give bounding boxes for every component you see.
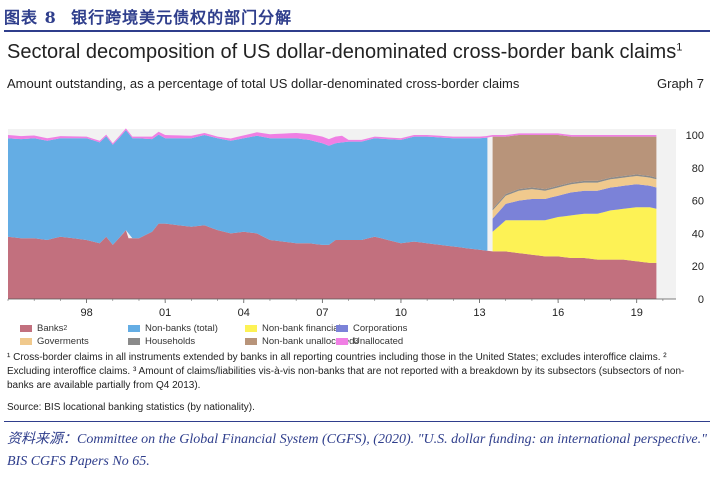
legend-label: Goverments	[37, 336, 89, 347]
legend-swatch	[20, 325, 32, 332]
x-tick-label: 01	[159, 307, 171, 318]
y-tick-label: 0	[698, 294, 704, 306]
legend-swatch	[128, 338, 140, 345]
legend-item-corporations: Corporations	[336, 323, 407, 334]
chart-title: Sectoral decomposition of US dollar-deno…	[7, 41, 683, 63]
legend-item-banks: Banks 2	[20, 323, 67, 334]
legend-swatch	[336, 338, 348, 345]
figure-title: 银行跨境美元债权的部门分解	[71, 8, 293, 27]
x-tick-label: 10	[395, 307, 407, 318]
y-tick-label: 20	[692, 261, 704, 273]
y-tick-label: 60	[692, 196, 704, 208]
series-area-corporations	[492, 184, 657, 232]
chart-title-footnote-mark: 1	[676, 41, 683, 54]
series-area-banks	[8, 223, 657, 299]
legend-label: Households	[145, 336, 196, 347]
chart-plot: 0 20 40 60 80 100 98 01 04 07 10 13 16 19	[7, 128, 704, 318]
x-tick-label: 98	[80, 307, 92, 318]
series-area-unallocated	[8, 128, 657, 146]
series-area-governments	[492, 176, 657, 219]
y-tick-label: 40	[692, 228, 704, 240]
legend-swatch	[245, 325, 257, 332]
legend-item-non-banks-total: Non-banks (total)	[128, 323, 218, 334]
chart-subtitle: Amount outstanding, as a percentage of t…	[7, 76, 520, 91]
legend-item-non-bank-financials: Non-bank financials	[245, 323, 345, 334]
source-note: Source: BIS locational banking statistic…	[7, 402, 255, 413]
header-rule	[4, 30, 710, 32]
x-tick-label: 04	[238, 307, 250, 318]
legend-label: Non-bank unallocated	[262, 336, 355, 347]
x-tick-label: 16	[552, 307, 564, 318]
figure-header: 图表 8 银行跨境美元债权的部门分解	[4, 4, 710, 30]
legend-label: Non-bank financials	[262, 323, 346, 334]
y-tick-label: 100	[686, 130, 704, 142]
series-area-non-banks-total	[8, 130, 488, 251]
legend-item-unallocated: Unallocated	[336, 336, 403, 347]
legend-label: Unallocated	[353, 336, 404, 347]
footnote-text: ¹ Cross-border claims in all instruments…	[7, 352, 685, 391]
x-tick-label: 07	[316, 307, 328, 318]
legend-item-households: Households	[128, 336, 195, 347]
series-area-non-bank-unallocated	[492, 135, 657, 209]
footer-rule	[4, 421, 710, 422]
series-area-non-bank-financials	[492, 207, 657, 263]
legend-item-governments: Goverments	[20, 336, 89, 347]
figure-label: 图表 8	[4, 8, 57, 27]
legend-label: Corporations	[353, 323, 408, 334]
x-tick-label: 13	[473, 307, 485, 318]
y-tick-label: 80	[692, 163, 704, 175]
footnotes: ¹ Cross-border claims in all instruments…	[7, 351, 709, 393]
legend-item-non-bank-unallocated: Non-bank unallocated 3	[245, 336, 358, 347]
legend-swatch	[245, 338, 257, 345]
legend-label: Banks	[37, 323, 64, 334]
x-tick-label: 19	[631, 307, 643, 318]
axes: 0 20 40 60 80 100 98 01 04 07 10 13 16 19	[7, 130, 704, 318]
legend-label: Non-banks (total)	[145, 323, 218, 334]
citation: 资料来源：Committee on the Global Financial S…	[7, 432, 707, 469]
graph-number: Graph 7	[657, 76, 704, 91]
legend-swatch	[20, 338, 32, 345]
legend-swatch	[336, 325, 348, 332]
legend-footnote-mark: 3	[354, 338, 359, 345]
legend-footnote-mark: 2	[63, 325, 68, 332]
legend-swatch	[128, 325, 140, 332]
plot-area	[8, 128, 676, 299]
